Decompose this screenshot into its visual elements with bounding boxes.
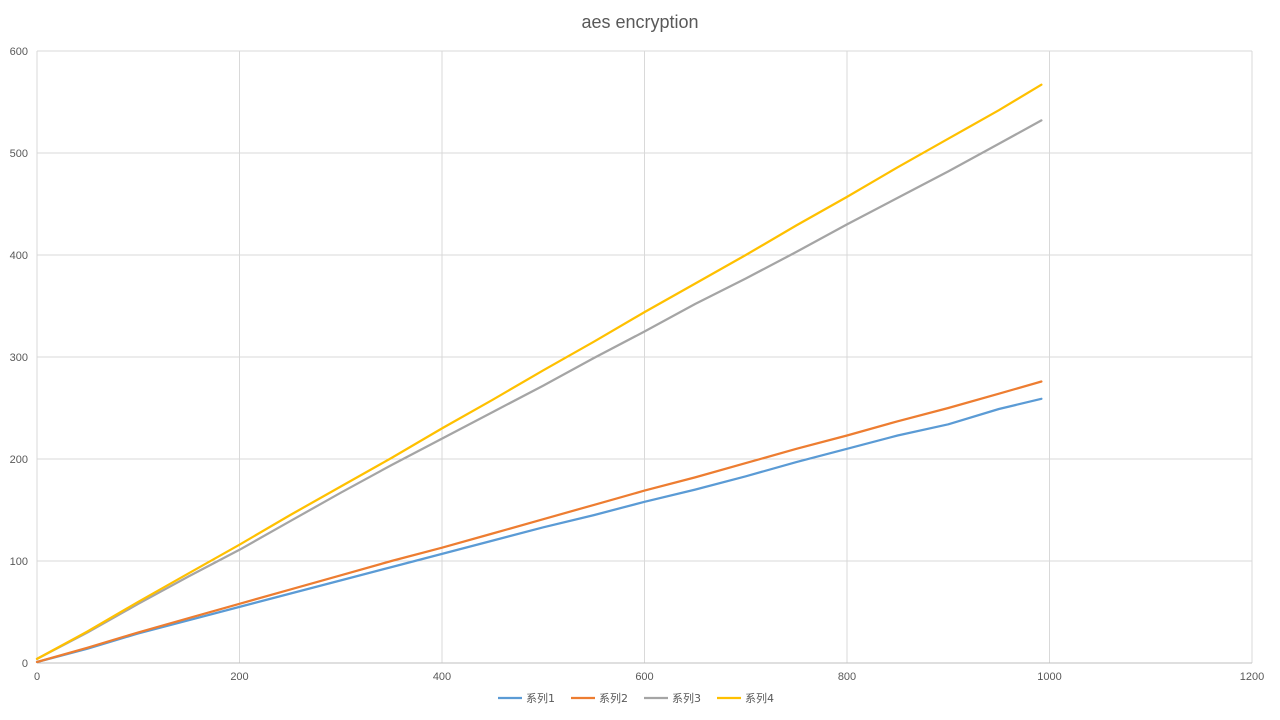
y-tick-label: 400 bbox=[10, 250, 28, 262]
x-tick-label: 600 bbox=[635, 671, 653, 683]
series-line-2 bbox=[35, 380, 1043, 664]
y-tick-label: 0 bbox=[22, 658, 28, 670]
legend-label-3: 系列3 bbox=[672, 691, 701, 705]
y-tick-label: 200 bbox=[10, 454, 28, 466]
legend-label-2: 系列2 bbox=[599, 691, 628, 705]
series-line-3 bbox=[35, 119, 1043, 661]
y-tick-label: 100 bbox=[10, 556, 28, 568]
x-tick-label: 200 bbox=[230, 671, 248, 683]
y-tick-label: 600 bbox=[10, 46, 28, 58]
x-tick-label: 0 bbox=[34, 671, 40, 683]
legend-label-1: 系列1 bbox=[526, 691, 555, 705]
x-tick-label: 1000 bbox=[1037, 671, 1061, 683]
x-tick-label: 800 bbox=[838, 671, 856, 683]
chart-title: aes encryption bbox=[581, 12, 699, 32]
y-tick-label: 300 bbox=[10, 352, 28, 364]
series-line-4 bbox=[35, 83, 1043, 661]
x-tick-label: 1200 bbox=[1240, 671, 1264, 683]
legend-label-4: 系列4 bbox=[745, 691, 774, 705]
y-tick-label: 500 bbox=[10, 148, 28, 160]
series-line-1 bbox=[35, 397, 1043, 664]
x-tick-label: 400 bbox=[433, 671, 451, 683]
